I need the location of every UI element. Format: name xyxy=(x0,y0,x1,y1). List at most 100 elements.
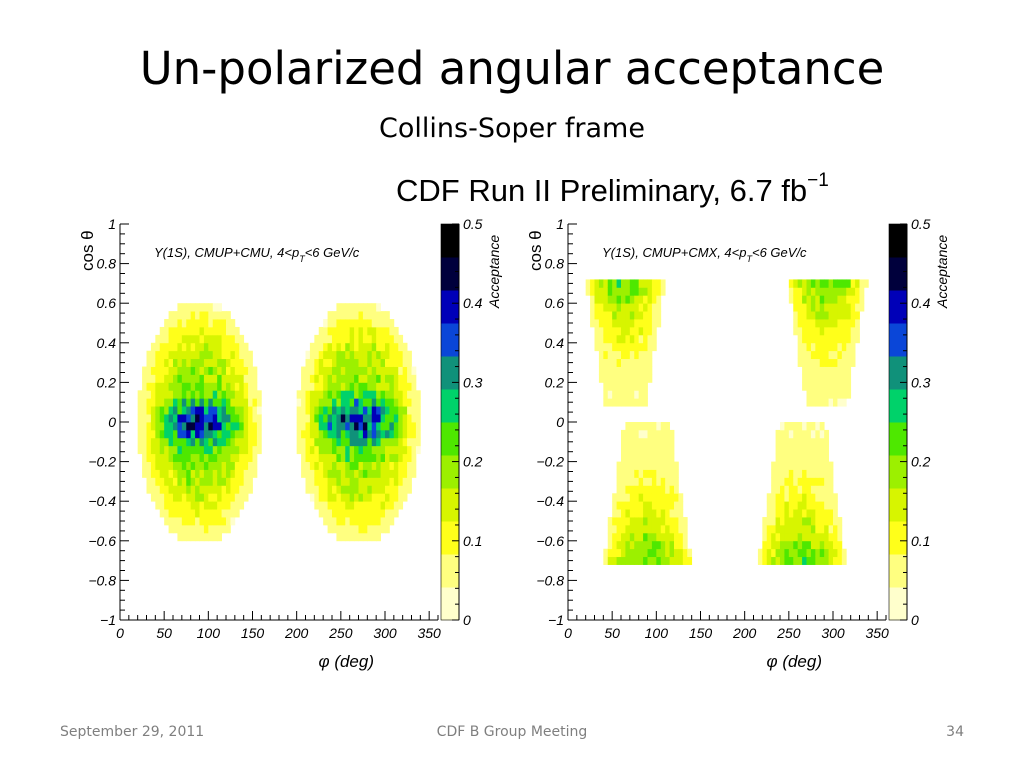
heatmap-cell xyxy=(647,485,653,494)
heatmap-cell xyxy=(314,429,320,439)
heatmap-cell xyxy=(327,414,333,423)
heatmap-cell xyxy=(612,287,617,296)
heatmap-cell xyxy=(797,509,803,518)
heatmap-cell xyxy=(305,382,311,391)
heatmap-cell xyxy=(788,524,794,534)
heatmap-cell xyxy=(775,548,781,558)
heatmap-cell xyxy=(389,477,395,486)
heatmap-cell xyxy=(234,406,240,415)
heatmap-cell xyxy=(780,524,785,534)
heatmap-cell xyxy=(810,342,816,352)
heatmap-cell xyxy=(164,437,169,447)
heatmap-cell xyxy=(217,517,222,526)
heatmap-cell xyxy=(407,406,412,415)
heatmap-cell xyxy=(327,350,333,360)
heatmap-cell xyxy=(643,295,648,304)
heatmap-cell xyxy=(301,469,306,478)
heatmap-cell xyxy=(819,469,825,478)
heatmap-cell xyxy=(385,493,390,502)
heatmap-cell xyxy=(612,382,617,391)
heatmap-cell xyxy=(349,509,355,518)
heatmap-cell xyxy=(647,279,653,288)
heatmap-cell xyxy=(323,461,328,470)
heatmap-cell xyxy=(226,509,231,518)
heatmap-cell xyxy=(371,358,377,367)
heatmap-cell xyxy=(164,422,169,431)
heatmap-cell xyxy=(815,540,821,550)
heatmap-cell xyxy=(660,556,666,565)
heatmap-cell xyxy=(345,422,351,431)
heatmap-cell xyxy=(797,445,803,455)
heatmap-cell xyxy=(643,358,648,367)
heatmap-cell xyxy=(305,445,311,455)
heatmap-cell xyxy=(186,342,192,352)
heatmap-cell xyxy=(612,548,617,558)
plot-header: CDF Run II Preliminary, 6.7 fb−1 xyxy=(396,170,829,209)
heatmap-cell xyxy=(345,350,351,360)
heatmap-cell xyxy=(824,382,829,391)
heatmap-cell xyxy=(846,311,852,320)
heatmap-cell xyxy=(393,350,399,360)
heatmap-cell xyxy=(402,493,408,502)
heatmap-cell xyxy=(674,493,679,502)
heatmap-cell xyxy=(828,342,834,352)
heatmap-cell xyxy=(385,326,390,336)
heatmap-cell xyxy=(186,517,192,526)
heatmap-cell xyxy=(195,469,200,478)
heatmap-cell xyxy=(780,453,785,462)
heatmap-cell xyxy=(402,414,408,423)
heatmap-cell xyxy=(305,437,311,447)
heatmap-cell xyxy=(802,469,807,478)
heatmap-cell xyxy=(762,540,768,550)
heatmap-cell xyxy=(810,517,816,526)
heatmap-cell xyxy=(376,493,381,502)
heatmap-cell xyxy=(177,477,183,486)
heatmap-cell xyxy=(367,382,373,391)
heatmap-cell xyxy=(256,445,262,455)
heatmap-cell xyxy=(762,517,768,526)
heatmap-cell xyxy=(833,556,838,565)
heatmap-cell xyxy=(177,398,183,407)
heatmap-cell xyxy=(389,429,395,439)
heatmap-cell xyxy=(647,556,653,565)
heatmap-cell xyxy=(669,493,675,502)
heatmap-cell xyxy=(806,311,812,320)
heatmap-cell xyxy=(252,382,258,391)
heatmap-cell xyxy=(195,437,200,447)
heatmap-cell xyxy=(660,485,666,494)
heatmap-cell xyxy=(398,453,404,462)
heatmap-cell xyxy=(358,461,364,470)
heatmap-cell xyxy=(226,390,231,399)
heatmap-cell xyxy=(647,437,653,447)
heatmap-cell xyxy=(385,422,390,431)
heatmap-cell xyxy=(349,437,355,447)
heatmap-cell xyxy=(784,469,790,478)
colorbar-segment xyxy=(441,455,459,489)
heatmap-cell xyxy=(217,445,222,455)
heatmap-cell xyxy=(656,287,662,296)
heatmap-cell xyxy=(181,342,187,352)
heatmap-cell xyxy=(656,540,662,550)
heatmap-cell xyxy=(678,493,684,502)
heatmap-cell xyxy=(376,461,381,470)
heatmap-cell xyxy=(217,390,222,399)
heatmap-cell xyxy=(616,556,622,565)
y-tick-label: 0.4 xyxy=(97,335,117,351)
heatmap-cell xyxy=(340,461,346,470)
heatmap-cell xyxy=(824,319,829,328)
heatmap-cell xyxy=(621,517,626,526)
heatmap-cell xyxy=(345,374,351,383)
heatmap-cell xyxy=(199,493,205,502)
heatmap-cell xyxy=(819,279,825,288)
heatmap-cell xyxy=(318,477,324,486)
heatmap-cell xyxy=(332,319,337,328)
heatmap-cell xyxy=(629,358,635,367)
heatmap-cell xyxy=(186,382,192,391)
heatmap-cell xyxy=(190,398,196,407)
heatmap-cell xyxy=(150,414,156,423)
heatmap-cell xyxy=(656,461,662,470)
heatmap-cell xyxy=(797,477,803,486)
heatmap-cell xyxy=(358,414,364,423)
heatmap-cell xyxy=(221,461,227,470)
heatmap-cell xyxy=(806,540,812,550)
